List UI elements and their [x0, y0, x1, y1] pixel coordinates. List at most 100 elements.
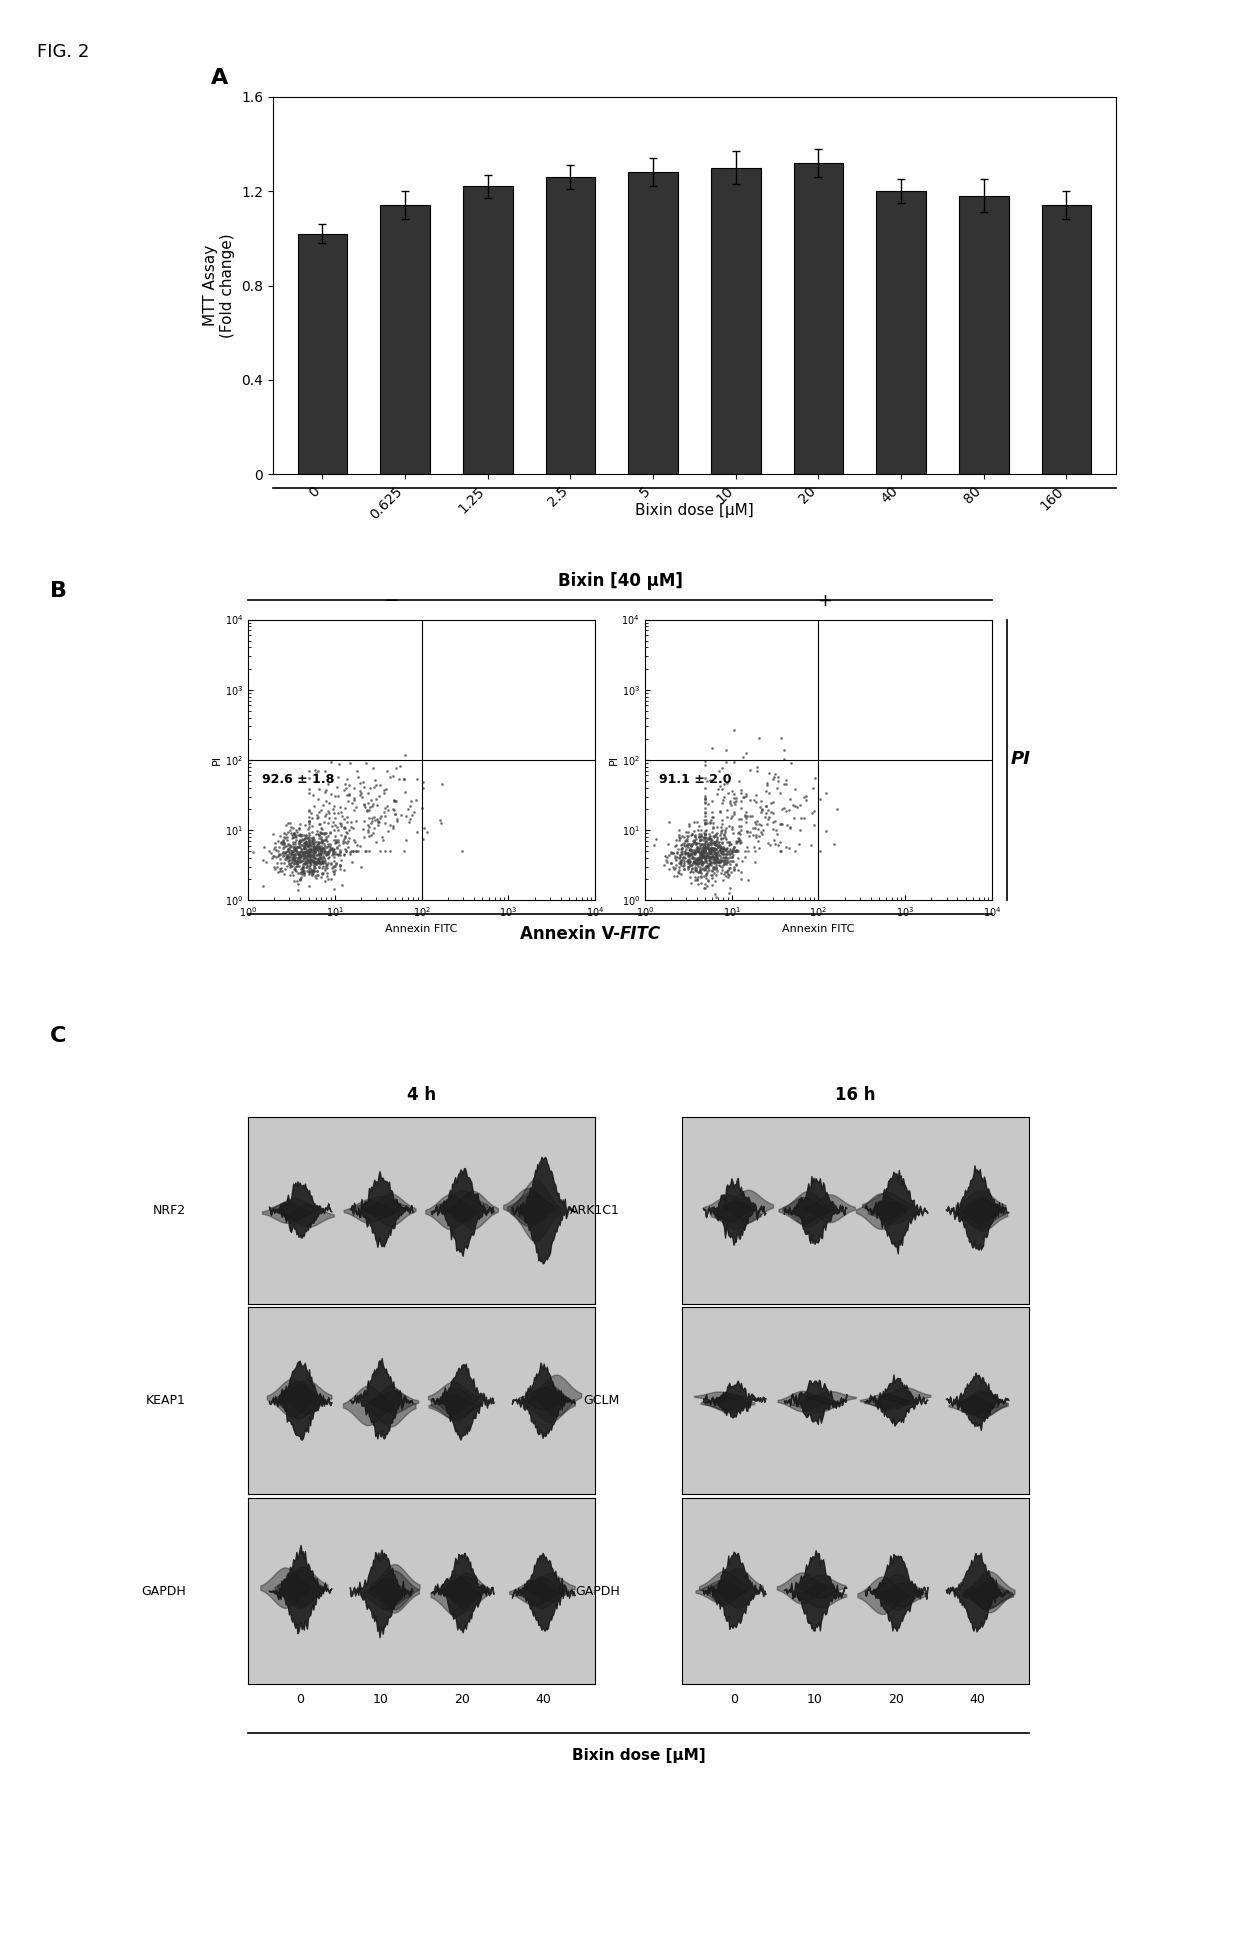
Point: [790, 790, 810, 821]
Point: [699, 836, 719, 867]
Point: [299, 805, 319, 836]
Point: [353, 767, 373, 798]
Point: [697, 838, 717, 869]
Point: [696, 786, 715, 817]
Point: [704, 852, 724, 883]
Point: [749, 813, 769, 844]
Point: [298, 850, 317, 881]
Point: [686, 848, 706, 879]
Point: [697, 815, 717, 846]
Point: [294, 858, 314, 889]
Point: [300, 842, 320, 873]
Point: [725, 829, 745, 860]
Point: [768, 761, 787, 792]
Point: [312, 827, 332, 858]
Point: [698, 823, 718, 854]
Point: [804, 772, 823, 803]
Point: [398, 794, 418, 825]
Point: [304, 821, 324, 852]
Point: [298, 840, 317, 871]
Point: [329, 749, 348, 780]
Point: [691, 844, 711, 875]
Point: [694, 873, 714, 904]
Point: [392, 800, 412, 831]
Point: [342, 846, 362, 877]
Point: [724, 778, 744, 809]
Point: [688, 852, 708, 883]
Point: [289, 829, 309, 860]
Point: [729, 765, 749, 796]
Point: [706, 844, 725, 875]
Point: [682, 854, 702, 885]
Point: [324, 834, 343, 865]
Point: [671, 836, 691, 867]
Point: [273, 838, 293, 869]
Point: [350, 767, 370, 798]
Point: [394, 763, 414, 794]
Point: [703, 821, 723, 852]
Point: [699, 840, 719, 871]
Point: [712, 809, 732, 840]
Point: [316, 786, 336, 817]
Point: [305, 834, 325, 865]
Point: [304, 850, 324, 881]
Point: [324, 790, 343, 821]
Point: [686, 846, 706, 877]
Point: [278, 825, 298, 856]
Point: [701, 836, 720, 867]
Point: [309, 846, 329, 877]
Point: [332, 827, 352, 858]
Point: [326, 825, 346, 856]
Point: [680, 848, 699, 879]
Point: [285, 829, 305, 860]
Point: [288, 848, 308, 879]
Point: [363, 753, 383, 784]
Point: [329, 815, 348, 846]
Point: [299, 763, 319, 794]
Point: [289, 838, 309, 869]
Point: [671, 844, 691, 875]
Point: [675, 829, 694, 860]
Point: [289, 848, 309, 879]
Point: [724, 856, 744, 887]
Point: [330, 850, 350, 881]
Point: [723, 774, 743, 805]
Point: [317, 807, 337, 838]
Point: [305, 831, 325, 862]
Point: [732, 827, 751, 858]
Point: [688, 842, 708, 873]
Point: [699, 765, 719, 796]
Point: [363, 788, 383, 819]
Point: [306, 832, 326, 863]
Point: [692, 840, 712, 871]
Point: [370, 836, 389, 867]
Point: [692, 829, 712, 860]
Point: [704, 838, 724, 869]
Point: [325, 836, 345, 867]
Point: [283, 823, 303, 854]
Point: [713, 836, 733, 867]
Point: [707, 778, 727, 809]
Point: [673, 842, 693, 873]
Point: [295, 832, 315, 863]
Point: [306, 848, 326, 879]
Point: [376, 772, 396, 803]
Point: [396, 800, 415, 831]
Point: [315, 836, 335, 867]
Point: [704, 823, 724, 854]
Point: [290, 840, 310, 871]
Point: [755, 798, 775, 829]
Point: [372, 821, 392, 852]
Point: [299, 813, 319, 844]
Point: [697, 848, 717, 879]
Point: [311, 827, 331, 858]
Point: [691, 823, 711, 854]
Text: FIG. 2: FIG. 2: [37, 43, 89, 60]
Point: [295, 836, 315, 867]
Point: [309, 860, 329, 891]
Point: [279, 850, 299, 881]
Point: [684, 827, 704, 858]
Point: [719, 842, 739, 873]
Point: [295, 860, 315, 891]
Point: [290, 863, 310, 894]
